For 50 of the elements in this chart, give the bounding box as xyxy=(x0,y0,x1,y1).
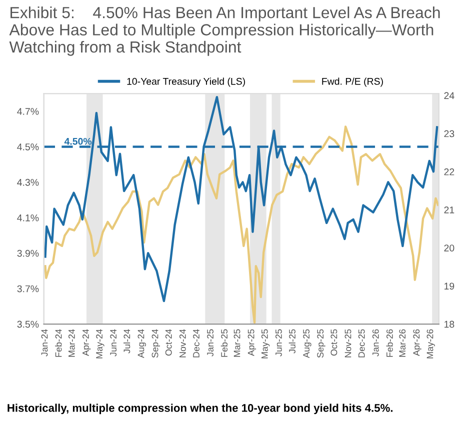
y-tick-label: 3.7% xyxy=(17,285,39,292)
line-series xyxy=(44,126,439,324)
x-tick-label: Apr-26 xyxy=(413,329,422,356)
x-tick-label: Jan-24 xyxy=(41,329,48,356)
x-tick-label: Aug-25 xyxy=(303,329,312,358)
x-tick-label: Nov-25 xyxy=(344,329,352,358)
x-tick-label: Aug-24 xyxy=(138,329,146,358)
y2-tick-label: 24 xyxy=(444,92,454,99)
x-tick-label: Mar-24 xyxy=(68,329,75,357)
y2-tick-label: 18 xyxy=(444,320,454,328)
chart-title: Exhibit 5: 4.50% Has Been An Important Level As A Breach Above Has Led to Multiple Compression Historically—Worth Watching from a Risk Standpoint xyxy=(9,6,440,56)
x-tick-label: Nov-24 xyxy=(179,329,186,358)
x-tick-label: Dec-25 xyxy=(358,329,365,358)
x-tick-label: Feb-25 xyxy=(220,329,228,357)
x-tick-label: Dec-24 xyxy=(193,329,200,358)
x-tick-label: Apr-24 xyxy=(82,329,91,356)
x-tick-label: Jan-25 xyxy=(207,329,214,356)
y-tick-label: 3.5% xyxy=(17,320,39,328)
x-tick-label: May-24 xyxy=(96,329,104,358)
y-tick-label: 4.7% xyxy=(17,108,39,115)
y2-tick-label: 22 xyxy=(444,168,454,176)
x-tick-label: Sep-25 xyxy=(317,329,326,358)
x-tick-label: May-25 xyxy=(261,329,270,358)
y-tick-label: 4.3% xyxy=(17,178,39,186)
x-tick-label: Feb-24 xyxy=(55,329,62,357)
x-tick-label: Jul-25 xyxy=(288,329,296,354)
y2-tick-label: 21 xyxy=(444,206,454,214)
ref-line-label: 4.50% xyxy=(64,138,92,145)
x-tick-label: Feb-26 xyxy=(386,329,393,357)
y2-tick-label: 20 xyxy=(444,244,454,252)
y2-tick-label: 23 xyxy=(444,130,454,138)
x-tick-label: Jun-24 xyxy=(110,329,117,356)
x-tick-label: Sep-24 xyxy=(152,329,160,358)
x-tick-label: Apr-25 xyxy=(248,329,256,356)
line-series xyxy=(44,96,438,302)
x-tick-label: Mar-26 xyxy=(399,329,406,357)
text: Historically, multiple compression when the 10-year bond yield hits 4.5%. xyxy=(8,404,392,414)
x-tick-label: May-26 xyxy=(426,329,435,358)
x-tick-label: Jul-24 xyxy=(123,329,130,354)
y-tick-label: 4.5% xyxy=(17,144,39,150)
x-tick-label: Oct-25 xyxy=(330,329,338,356)
legend-label: 10-Year Treasury Yield (LS) xyxy=(127,78,245,87)
x-tick-label: Mar-25 xyxy=(234,329,240,357)
y2-tick-label: 19 xyxy=(444,282,454,290)
legend-label: Fwd. P/E (RS) xyxy=(322,78,383,87)
x-tick-label: Oct-24 xyxy=(165,329,172,356)
y-tick-label: 3.9% xyxy=(17,250,39,257)
x-tick-label: Jan-26 xyxy=(372,329,379,356)
x-tick-label: Jun-25 xyxy=(275,329,282,356)
y-tick-label: 4.1% xyxy=(17,214,39,222)
